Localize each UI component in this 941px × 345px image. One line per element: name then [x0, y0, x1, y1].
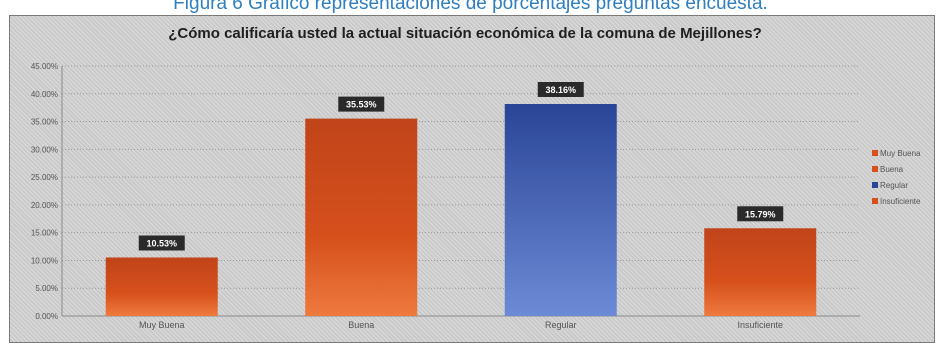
x-axis-ticks: Muy Buena Buena Regular Insuficiente — [139, 320, 783, 330]
x-tick-label: Insuficiente — [737, 320, 783, 330]
y-tick-label: 35.00% — [31, 118, 58, 127]
chart-container: ¿Cómo calificaría usted la actual situac… — [9, 15, 935, 343]
x-tick-label: Regular — [545, 320, 577, 330]
data-label: 35.53% — [346, 100, 377, 110]
legend-entry: Buena — [880, 165, 904, 174]
legend-entry: Insuficiente — [880, 197, 921, 206]
bar-regular — [504, 104, 617, 316]
y-tick-label: 30.00% — [31, 145, 58, 154]
legend: Muy Buena Buena Regular Insuficiente — [872, 149, 921, 206]
bars — [105, 104, 817, 316]
legend-swatch — [872, 182, 878, 188]
legend-swatch — [872, 166, 878, 172]
legend-swatch — [872, 198, 878, 204]
y-tick-label: 10.00% — [31, 256, 58, 265]
bar-chart: ¿Cómo calificaría usted la actual situac… — [31, 25, 921, 330]
y-tick-label: 20.00% — [31, 201, 58, 210]
x-tick-label: Buena — [348, 320, 374, 330]
y-tick-label: 45.00% — [31, 62, 58, 71]
data-label: 10.53% — [146, 239, 177, 249]
y-tick-label: 40.00% — [31, 90, 58, 99]
bar-muy-buena — [105, 257, 218, 316]
data-label-bg — [537, 82, 584, 97]
x-tick-label: Muy Buena — [139, 320, 185, 330]
y-tick-label: 5.00% — [35, 284, 58, 293]
y-tick-label: 25.00% — [31, 173, 58, 182]
data-labels: 10.53% 35.53% 38.16% 15.79% — [138, 82, 784, 251]
legend-swatch — [872, 150, 878, 156]
data-label: 38.16% — [545, 85, 576, 95]
data-label-bg — [138, 235, 185, 251]
chart-title: ¿Cómo calificaría usted la actual situac… — [168, 25, 762, 42]
y-tick-label: 0.00% — [35, 312, 58, 321]
y-tick-label: 15.00% — [31, 229, 58, 238]
bar-buena — [305, 118, 418, 316]
legend-entry: Muy Buena — [880, 149, 921, 158]
legend-entry: Regular — [880, 181, 908, 190]
figure-caption: Figura 6 Gráfico representaciones de por… — [173, 0, 768, 14]
data-label: 15.79% — [745, 209, 776, 219]
bar-insuficiente — [704, 228, 817, 316]
y-axis-ticks: 0.00% 5.00% 10.00% 15.00% 20.00% 25.00% 30.00%… — [31, 62, 58, 321]
data-label-bg — [737, 206, 784, 222]
data-label-bg — [338, 96, 385, 112]
